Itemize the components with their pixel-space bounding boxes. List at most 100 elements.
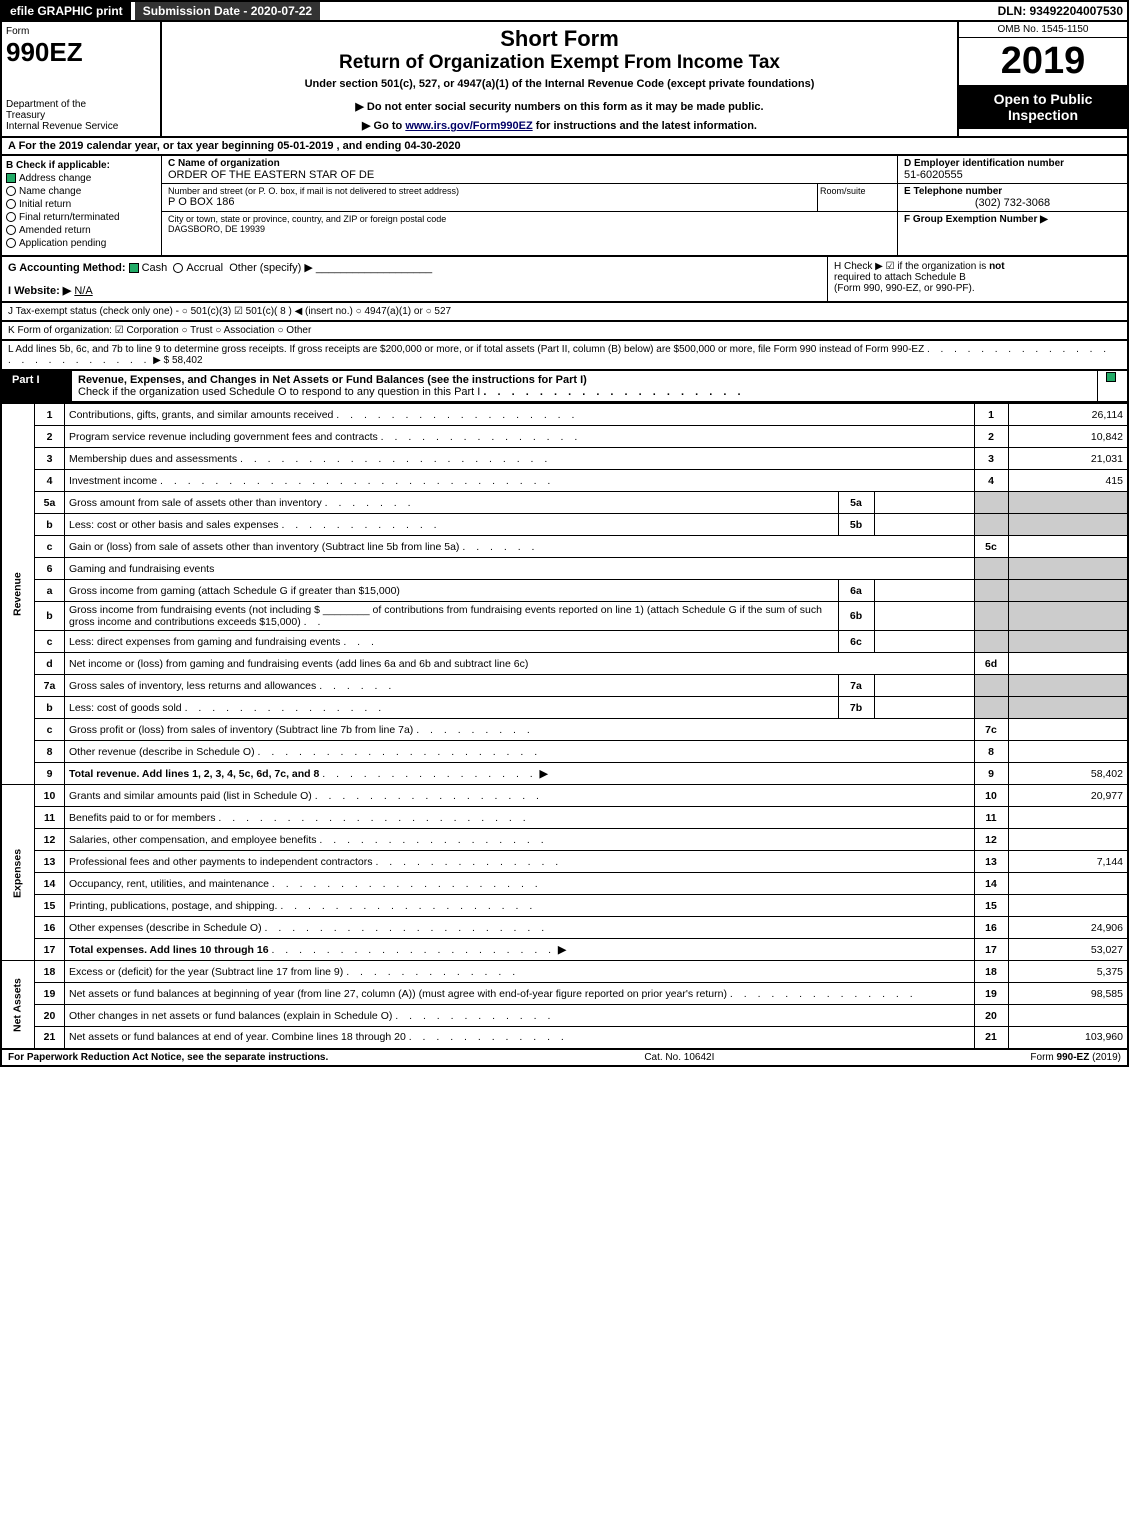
ln: 15 [974,895,1008,917]
ln: 2 [974,426,1008,448]
grey-cell [1008,514,1128,536]
d-value: 51-6020555 [904,169,1121,181]
chk-label: Amended return [19,225,91,236]
line-16: 16 Other expenses (describe in Schedule … [1,917,1128,939]
num: 17 [35,939,65,961]
desc: Other changes in net assets or fund bala… [69,1010,392,1022]
subtitle: Under section 501(c), 527, or 4947(a)(1)… [170,78,949,90]
num: 15 [35,895,65,917]
header-left: Form 990EZ Department of the Treasury In… [2,22,162,136]
part-i-label: Part I [2,371,72,401]
checkbox-icon [1106,372,1116,382]
num: 6 [35,558,65,580]
line-11: 11 Benefits paid to or for members . . .… [1,807,1128,829]
grey-cell [974,580,1008,602]
chk-name-change[interactable]: Name change [6,186,157,197]
header-mid: Short Form Return of Organization Exempt… [162,22,957,136]
dept-treasury: Department of the Treasury Internal Reve… [6,99,156,132]
desc: Occupancy, rent, utilities, and maintena… [69,878,269,890]
cell-d-ein: D Employer identification number 51-6020… [897,156,1127,184]
radio-icon[interactable] [173,263,183,273]
irs-link[interactable]: www.irs.gov/Form990EZ [405,120,532,132]
col-g-accounting: G Accounting Method: Cash Accrual Other … [2,257,827,301]
amt: 53,027 [1008,939,1128,961]
grey-cell [1008,580,1128,602]
g-accrual: Accrual [186,262,223,274]
line-7a: 7a Gross sales of inventory, less return… [1,675,1128,697]
dept-line3: Internal Revenue Service [6,121,118,132]
sub: 7b [838,697,874,719]
num: c [35,536,65,558]
title-short-form: Short Form [170,26,949,52]
arrow-icon: ▶ [540,768,548,780]
row-a-tax-year: A For the 2019 calendar year, or tax yea… [0,138,1129,156]
b-header: B Check if applicable: [6,160,157,171]
desc: Gain or (loss) from sale of assets other… [69,541,459,553]
f-label: F Group Exemption Number ▶ [904,214,1048,225]
ln: 10 [974,785,1008,807]
amt: 103,960 [1008,1027,1128,1049]
ln: 13 [974,851,1008,873]
chk-initial-return[interactable]: Initial return [6,199,157,210]
grey-cell [1008,492,1128,514]
num: 18 [35,961,65,983]
amt [1008,1005,1128,1027]
desc: Total revenue. Add lines 1, 2, 3, 4, 5c,… [69,768,319,780]
dept-line2: Treasury [6,110,45,121]
footer-right: Form 990-EZ (2019) [1030,1052,1121,1063]
line-7b: b Less: cost of goods sold . . . . . . .… [1,697,1128,719]
c-label: C Name of organization [168,158,891,169]
subval [874,697,974,719]
grey-cell [1008,631,1128,653]
num: 13 [35,851,65,873]
num: 16 [35,917,65,939]
tax-year: 2019 [959,38,1127,85]
line-6b: b Gross income from fundraising events (… [1,602,1128,631]
desc: Less: cost of goods sold [69,702,182,714]
chk-amended-return[interactable]: Amended return [6,225,157,236]
e-value: (302) 732-3068 [904,197,1121,209]
sub: 7a [838,675,874,697]
chk-application-pending[interactable]: Application pending [6,238,157,249]
amt [1008,719,1128,741]
desc: Gross income from gaming (attach Schedul… [65,580,839,602]
desc: Net assets or fund balances at end of ye… [69,1031,406,1043]
chk-address-change[interactable]: Address change [6,173,157,184]
part-i-checkbox[interactable] [1097,371,1127,401]
radio-icon [6,225,16,235]
radio-icon [6,199,16,209]
grey-cell [974,558,1008,580]
checkbox-icon[interactable] [129,263,139,273]
l-text: L Add lines 5b, 6c, and 7b to line 9 to … [8,344,924,355]
efile-button[interactable]: efile GRAPHIC print [2,2,131,20]
part-i-header: Part I Revenue, Expenses, and Changes in… [0,371,1129,403]
cell-e-phone: E Telephone number (302) 732-3068 [897,184,1127,212]
h-text2: required to attach Schedule B [834,272,966,283]
ln: 8 [974,741,1008,763]
omb-number: OMB No. 1545-1150 [959,22,1127,38]
num: 5a [35,492,65,514]
cell-address: Number and street (or P. O. box, if mail… [162,184,817,212]
chk-label: Final return/terminated [19,212,120,223]
addr-label: Number and street (or P. O. box, if mail… [168,186,811,196]
g-other: Other (specify) ▶ [229,262,313,274]
cell-room-suite: Room/suite [817,184,897,212]
chk-label: Name change [19,186,81,197]
ln: 18 [974,961,1008,983]
chk-final-return[interactable]: Final return/terminated [6,212,157,223]
ln: 12 [974,829,1008,851]
grey-cell [974,631,1008,653]
side-revenue: Revenue [1,404,35,785]
grey-cell [974,697,1008,719]
cell-city: City or town, state or province, country… [162,212,897,255]
grey-cell [1008,697,1128,719]
radio-icon [6,212,16,222]
sub: 5b [838,514,874,536]
amt: 58,402 [1008,763,1128,785]
radio-icon [6,238,16,248]
city-value: DAGSBORO, DE 19939 [168,224,891,234]
ln: 16 [974,917,1008,939]
col-h-schedule-b: H Check ▶ ☑ if the organization is not r… [827,257,1127,301]
row-j-tax-exempt: J Tax-exempt status (check only one) - ○… [0,303,1129,322]
desc: Contributions, gifts, grants, and simila… [69,409,333,421]
